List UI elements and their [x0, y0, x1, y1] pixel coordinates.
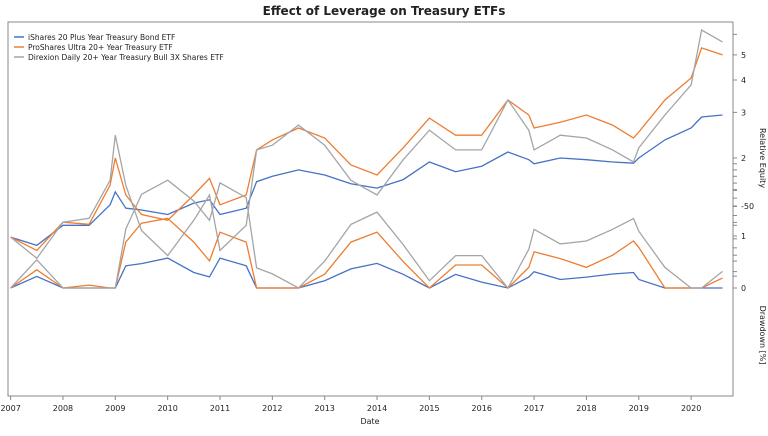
y-axis-label-drawdown: Drawdown [%] [758, 306, 767, 365]
drawdown-line-1 [10, 217, 723, 289]
x-tick-label: 2011 [210, 404, 230, 413]
x-tick-label: 2013 [315, 404, 335, 413]
equity-line-1 [10, 47, 723, 252]
x-tick-label: 2016 [472, 404, 492, 413]
y-axis-label-equity: Relative Equity [758, 128, 767, 188]
legend-label-2: Direxion Daily 20+ Year Treasury Bull 3X… [28, 53, 224, 62]
plot-area [7, 21, 734, 397]
legend: iShares 20 Plus Year Treasury Bond ETFPr… [14, 33, 224, 62]
y-tick-label-equity: 1 [741, 232, 746, 241]
legend-label-0: iShares 20 Plus Year Treasury Bond ETF [28, 33, 175, 42]
y-tick-label-equity: 5 [741, 51, 746, 60]
x-tick-label: 2017 [524, 404, 544, 413]
x-tick-label: 2008 [53, 404, 73, 413]
y-tick-label-drawdown: -50 [741, 202, 754, 211]
x-tick-label: 2019 [629, 404, 649, 413]
y-tick-label-equity: 4 [741, 76, 746, 85]
drawdown-line-0 [10, 257, 723, 289]
y-tick-label-equity: 3 [741, 108, 746, 117]
chart-title: Effect of Leverage on Treasury ETFs [263, 4, 506, 18]
x-tick-label: 2007 [0, 404, 20, 413]
x-tick-label: 2012 [262, 404, 282, 413]
x-axis-label: Date [360, 417, 379, 426]
x-tick-label: 2020 [681, 404, 701, 413]
x-tick-label: 2015 [419, 404, 439, 413]
x-tick-label: 2010 [157, 404, 177, 413]
x-tick-label: 2009 [105, 404, 125, 413]
equity-line-2 [10, 28, 723, 260]
x-tick-label: 2014 [367, 404, 387, 413]
y-tick-label-drawdown: 0 [741, 284, 746, 293]
y-tick-label-equity: 2 [741, 154, 746, 163]
equity-line-0 [10, 114, 723, 247]
legend-label-1: ProShares Ultra 20+ Year Treasury ETF [28, 43, 173, 52]
x-tick-label: 2018 [576, 404, 596, 413]
drawdown-line-2 [10, 179, 723, 290]
